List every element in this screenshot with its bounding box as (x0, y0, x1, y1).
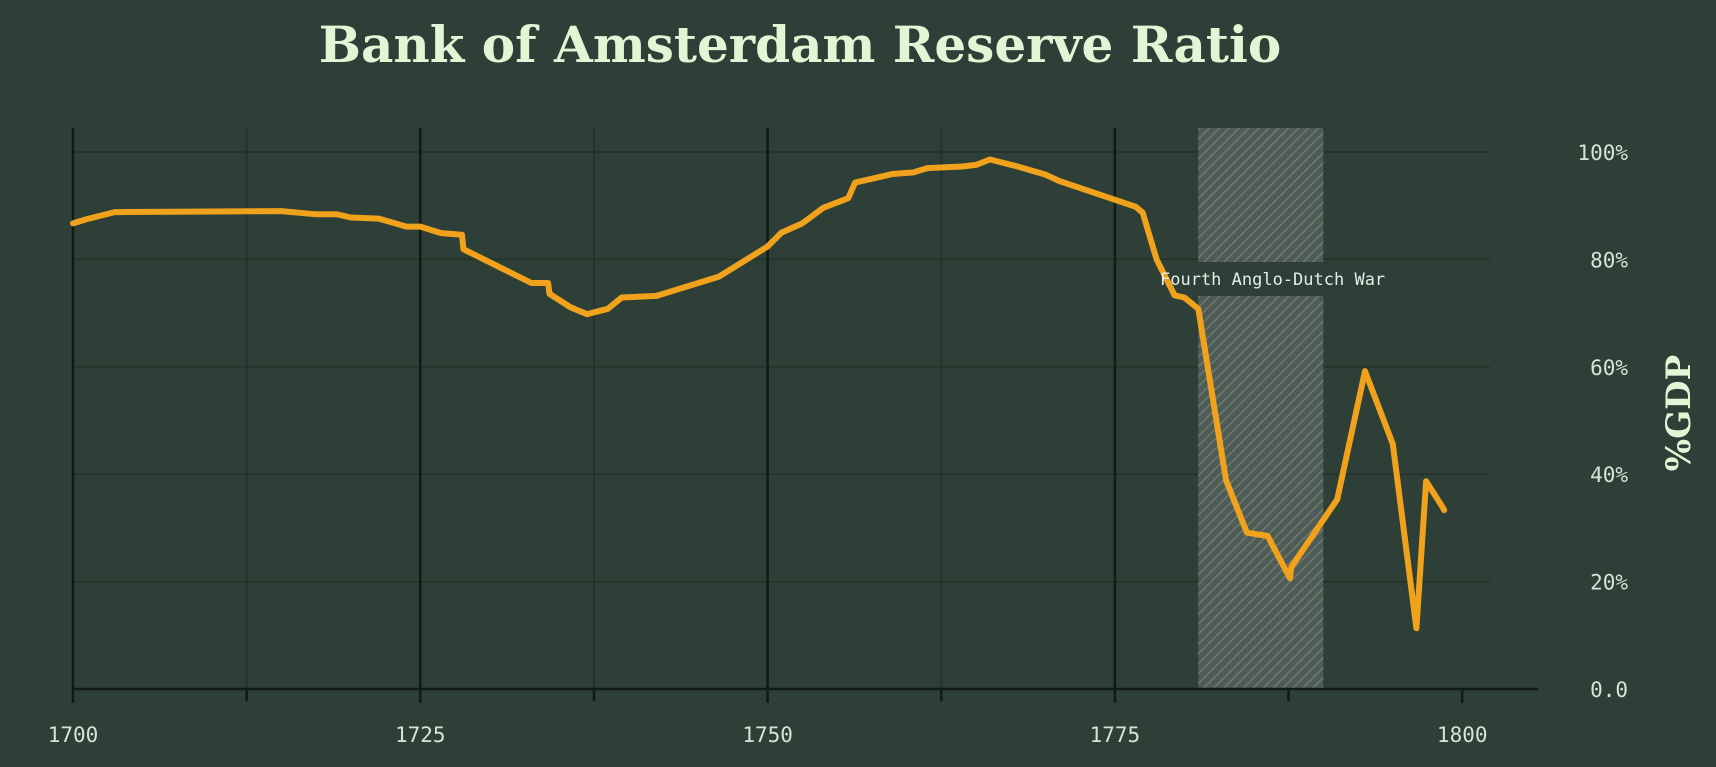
series-line-0 (70, 156, 1448, 632)
y-axis-label: %GDP (1659, 355, 1699, 471)
y-tick-label: 40% (1590, 463, 1628, 487)
y-tick-label: 20% (1590, 571, 1628, 595)
x-tick-label: 1775 (1090, 723, 1141, 747)
y-tick-label: 100% (1577, 141, 1628, 165)
grid (71, 128, 1490, 689)
x-tick-label: 1800 (1437, 723, 1488, 747)
data-series (70, 156, 1448, 632)
x-tick-label: 1725 (395, 723, 446, 747)
axes: 0.0 20% 40% 60% 80% 100% 1700 1725 1750 1775 1800 (48, 141, 1629, 747)
war-annotation: Fourth Anglo-Dutch War (1160, 270, 1385, 290)
x-tick-label: 1700 (48, 723, 99, 747)
chart-title: Bank of Amsterdam Reserve Ratio (319, 15, 1282, 74)
y-tick-label: 0.0 (1590, 678, 1628, 702)
shaded-region (1152, 128, 1430, 689)
y-tick-label: 60% (1590, 356, 1628, 380)
annotation-background (1152, 262, 1430, 296)
war-shaded-region (1198, 128, 1324, 689)
y-tick-label: 80% (1590, 248, 1628, 272)
x-tick-label: 1750 (742, 723, 793, 747)
